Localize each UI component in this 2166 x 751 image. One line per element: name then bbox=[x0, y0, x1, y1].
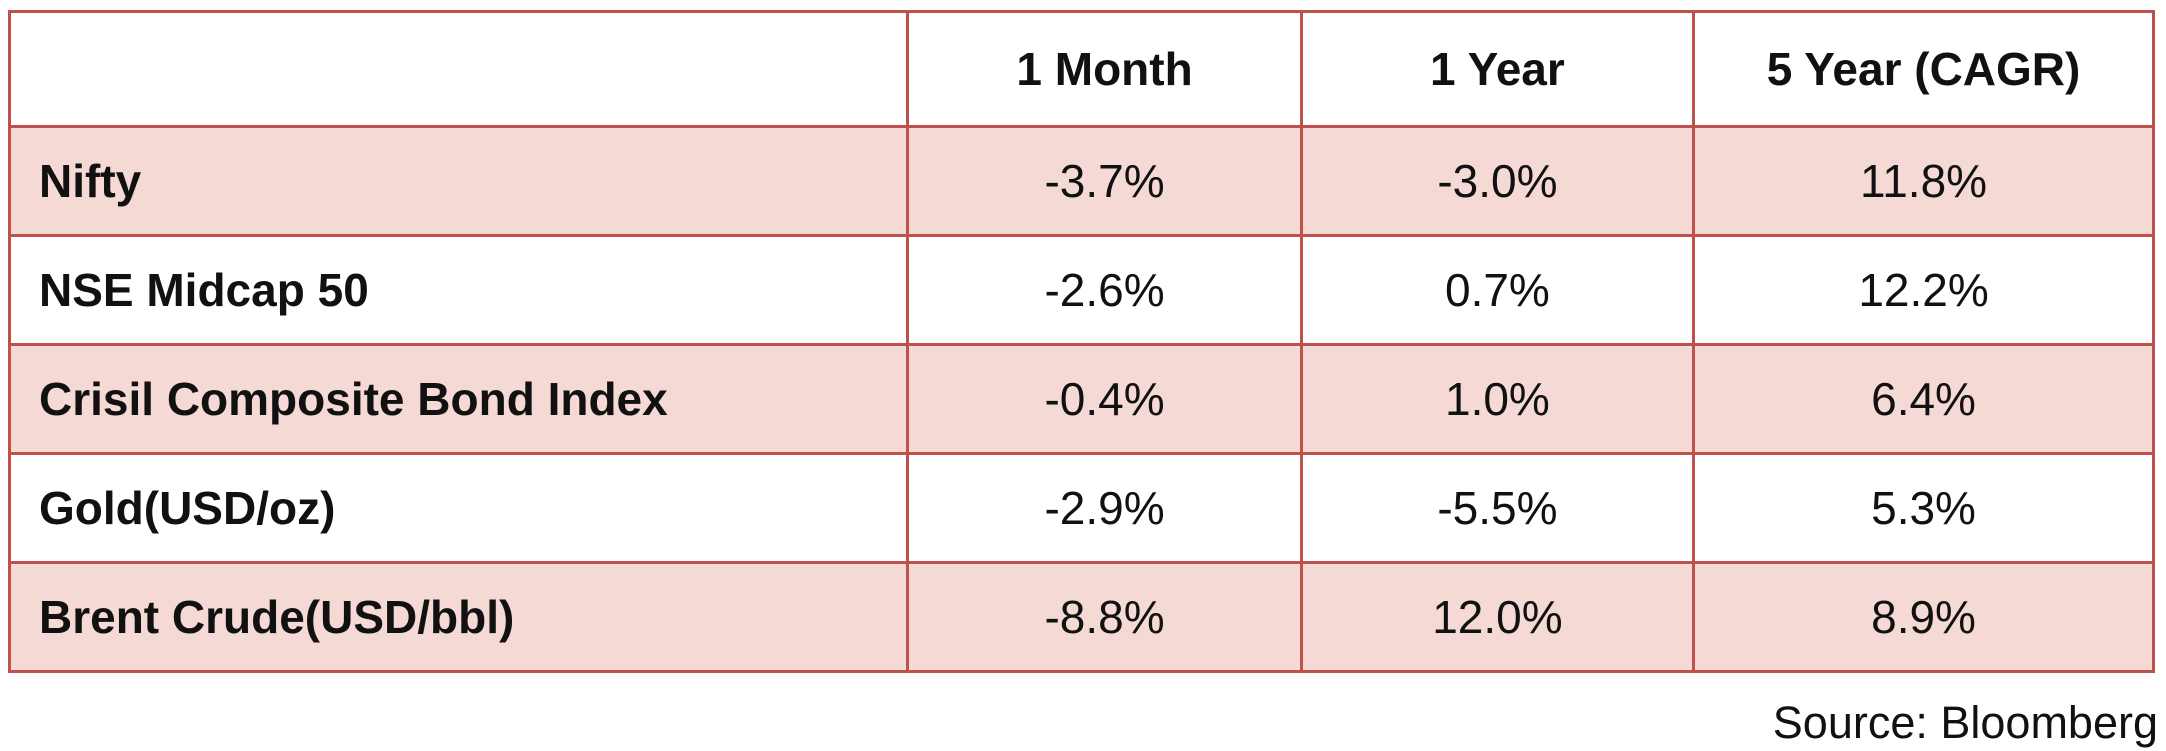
cell-1year: 12.0% bbox=[1299, 561, 1696, 673]
cell-5year: 12.2% bbox=[1692, 234, 2155, 346]
table-row-nifty: Nifty -3.7% -3.0% 11.8% bbox=[7, 125, 2155, 237]
cell-1month: -2.9% bbox=[906, 452, 1303, 564]
header-cell-1month: 1 Month bbox=[906, 10, 1303, 128]
cell-1month: -8.8% bbox=[906, 561, 1303, 673]
cell-1year: 1.0% bbox=[1299, 343, 1696, 455]
table-row-brent-crude: Brent Crude(USD/bbl) -8.8% 12.0% 8.9% bbox=[7, 561, 2155, 673]
header-cell-1year: 1 Year bbox=[1299, 10, 1696, 128]
table-row-gold: Gold(USD/oz) -2.9% -5.5% 5.3% bbox=[7, 452, 2155, 564]
cell-5year: 8.9% bbox=[1692, 561, 2155, 673]
cell-1month: -2.6% bbox=[906, 234, 1303, 346]
table-row-crisil-bond: Crisil Composite Bond Index -0.4% 1.0% 6… bbox=[7, 343, 2155, 455]
row-label: Gold(USD/oz) bbox=[7, 452, 910, 564]
cell-5year: 11.8% bbox=[1692, 125, 2155, 237]
cell-1month: -0.4% bbox=[906, 343, 1303, 455]
cell-5year: 6.4% bbox=[1692, 343, 2155, 455]
cell-1year: 0.7% bbox=[1299, 234, 1696, 346]
cell-5year: 5.3% bbox=[1692, 452, 2155, 564]
source-attribution: Source: Bloomberg bbox=[1772, 697, 2158, 748]
cell-1year: -5.5% bbox=[1299, 452, 1696, 564]
row-label: Crisil Composite Bond Index bbox=[7, 343, 910, 455]
table-row-nse-midcap: NSE Midcap 50 -2.6% 0.7% 12.2% bbox=[7, 234, 2155, 346]
performance-table: 1 Month 1 Year 5 Year (CAGR) Nifty -3.7%… bbox=[7, 10, 2155, 673]
row-label: NSE Midcap 50 bbox=[7, 234, 910, 346]
row-label: Brent Crude(USD/bbl) bbox=[7, 561, 910, 673]
header-cell-empty bbox=[7, 10, 910, 128]
row-label: Nifty bbox=[7, 125, 910, 237]
cell-1month: -3.7% bbox=[906, 125, 1303, 237]
cell-1year: -3.0% bbox=[1299, 125, 1696, 237]
table-header-row: 1 Month 1 Year 5 Year (CAGR) bbox=[7, 10, 2155, 128]
header-cell-5year: 5 Year (CAGR) bbox=[1692, 10, 2155, 128]
